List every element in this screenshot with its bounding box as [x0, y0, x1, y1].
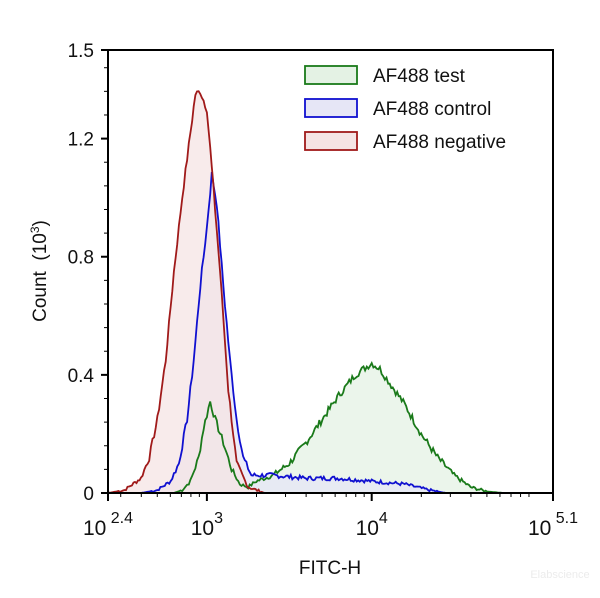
- x-tick-label: 103: [191, 510, 223, 540]
- y-tick-label: 1.5: [68, 41, 94, 62]
- series-line-0: [173, 361, 504, 494]
- legend-label: AF488 control: [373, 99, 491, 120]
- legend-swatch: [304, 131, 358, 151]
- y-tick-label: 0.8: [68, 248, 94, 269]
- x-axis-label: FITC-H: [299, 558, 361, 579]
- y-tick-label: 0.4: [68, 366, 95, 387]
- x-tick-label: 104: [356, 510, 388, 540]
- legend-swatch: [304, 65, 358, 85]
- series-fill-0: [173, 363, 504, 493]
- series-line-2: [107, 90, 265, 494]
- y-axis-label: Count (103): [28, 220, 51, 322]
- legend-swatch: [304, 98, 358, 118]
- y-tick-label: 0: [83, 484, 94, 505]
- plot-frame: [107, 49, 554, 494]
- legend-label: AF488 test: [373, 66, 466, 87]
- x-tick-label: 10 5.1: [528, 510, 578, 540]
- legend-label: AF488 negative: [373, 132, 506, 153]
- y-tick-label: 1.2: [68, 130, 94, 151]
- series-line-1: [140, 171, 447, 494]
- series-fill-2: [108, 91, 265, 493]
- watermark: Elabscience: [530, 569, 589, 581]
- x-tick-label: 10 2.4: [83, 510, 133, 540]
